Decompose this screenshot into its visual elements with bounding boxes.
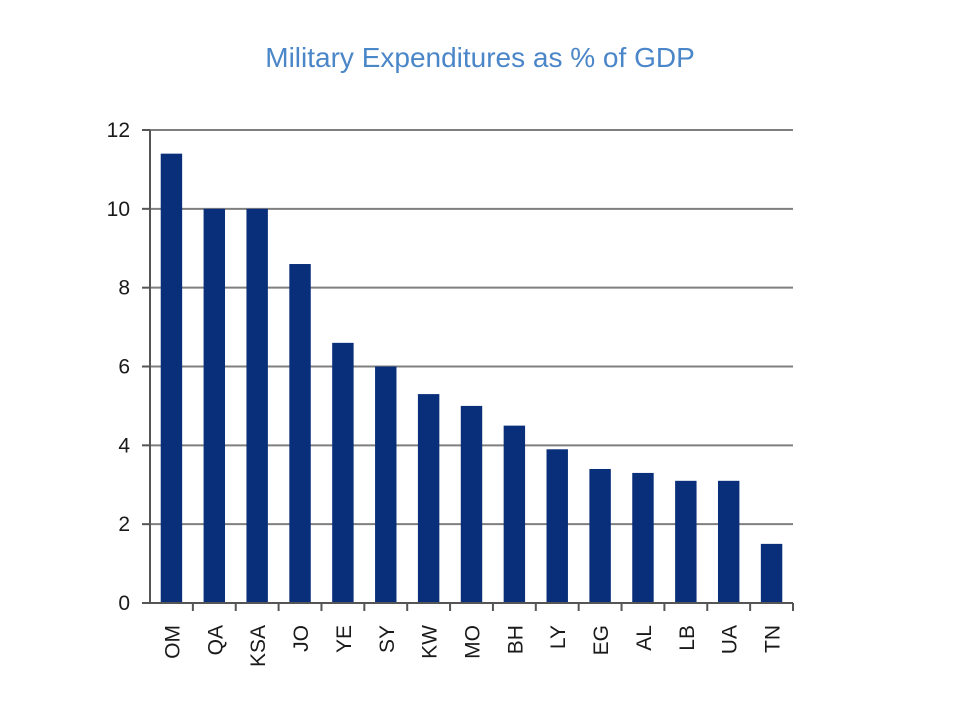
bar-al [632, 472, 654, 603]
bars [160, 153, 783, 604]
x-tick-label: YE [333, 625, 356, 653]
bar-om [160, 153, 183, 603]
x-tick-label: JO [290, 625, 313, 652]
x-axis-ticks: OM QA KSA JO YE SY KW MO BH LY EG AL LB UA TN [161, 603, 794, 667]
bar-ye [332, 342, 354, 603]
bar-kw [417, 394, 440, 603]
x-tick-label: MO [462, 625, 485, 659]
bar-ksa [246, 208, 268, 604]
x-tick-label: AL [633, 625, 656, 651]
x-tick-label: QA [204, 625, 227, 655]
x-tick-label: KW [419, 625, 442, 659]
x-tick-label: OM [161, 625, 184, 659]
y-tick-label: 8 [118, 277, 130, 300]
bar-tn [760, 543, 783, 603]
bar-ly [546, 449, 568, 603]
x-tick-label: LB [676, 625, 699, 651]
bar-lb [675, 480, 697, 603]
y-tick-label: 6 [118, 356, 130, 379]
x-tick-label: UA [719, 625, 742, 654]
y-tick-label: 10 [107, 198, 130, 221]
y-tick-label: 2 [118, 513, 130, 536]
bar-sy [375, 366, 397, 603]
y-axis-ticks: 0 2 4 6 8 10 12 [107, 119, 150, 615]
chart-title: Military Expenditures as % of GDP [265, 42, 695, 73]
bar-mo [460, 405, 483, 603]
y-tick-label: 0 [118, 592, 130, 615]
y-tick-label: 12 [107, 119, 130, 142]
bar-eg [589, 468, 611, 603]
x-tick-label: KSA [247, 625, 270, 667]
x-tick-label: SY [376, 625, 399, 653]
x-tick-label: EG [590, 625, 613, 655]
bar-qa [203, 208, 226, 604]
bar-jo [289, 264, 311, 603]
y-tick-label: 4 [118, 434, 130, 457]
bar-bh [503, 425, 526, 603]
x-tick-label: TN [762, 625, 785, 653]
bar-ua [717, 480, 740, 603]
x-tick-label: LY [547, 625, 570, 649]
x-tick-label: BH [504, 625, 527, 654]
